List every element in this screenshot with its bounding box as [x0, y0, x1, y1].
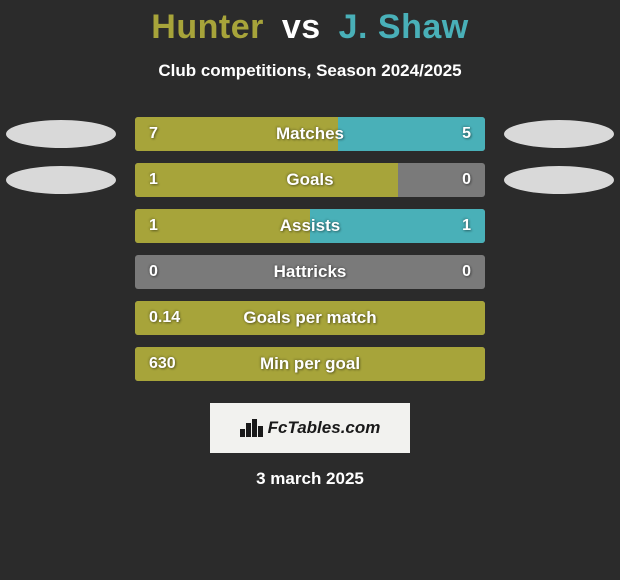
oval-icon [504, 120, 614, 148]
stat-label: Min per goal [260, 354, 360, 374]
player1-name: Hunter [151, 8, 264, 46]
stat-row: 0.14 Goals per match [0, 295, 620, 341]
stat-row: 0 0 Hattricks [0, 249, 620, 295]
stat-label: Goals [286, 170, 333, 190]
stat-label: Goals per match [243, 308, 376, 328]
player2-badge [504, 166, 614, 194]
stat-bar-track: 7 5 Matches [135, 117, 485, 151]
stat-row: 1 1 Assists [0, 203, 620, 249]
stat-bar-track: 1 1 Assists [135, 209, 485, 243]
stat-right-value: 5 [462, 125, 471, 143]
stats-rows: 7 5 Matches 1 0 Goals 1 1 Assists 0 0 Hattricks 0.14… [0, 111, 620, 387]
stat-row: 630 Min per goal [0, 341, 620, 387]
stat-right-value: 1 [462, 217, 471, 235]
brand-text: FcTables.com [268, 418, 381, 438]
stat-left-value: 1 [149, 217, 158, 235]
stat-label: Matches [276, 124, 344, 144]
brand-box: FcTables.com [210, 403, 410, 453]
stat-right-value: 0 [462, 171, 471, 189]
stat-bar-track: 0.14 Goals per match [135, 301, 485, 335]
stat-left-value: 1 [149, 171, 158, 189]
stat-left-value: 7 [149, 125, 158, 143]
stat-bar-track: 0 0 Hattricks [135, 255, 485, 289]
player2-name: J. Shaw [339, 8, 469, 46]
stat-right-value: 0 [462, 263, 471, 281]
subtitle: Club competitions, Season 2024/2025 [0, 61, 620, 81]
title-vs: vs [282, 8, 321, 46]
stat-row: 1 0 Goals [0, 157, 620, 203]
stat-bar-left-fill [135, 163, 398, 197]
stat-left-value: 630 [149, 355, 176, 373]
player1-badge [6, 166, 116, 194]
stat-label: Hattricks [274, 262, 347, 282]
stat-label: Assists [280, 216, 340, 236]
comparison-canvas: Hunter vs J. Shaw Club competitions, Sea… [0, 0, 620, 580]
stat-row: 7 5 Matches [0, 111, 620, 157]
footer-date: 3 march 2025 [0, 469, 620, 489]
stat-left-value: 0.14 [149, 309, 180, 327]
title-row: Hunter vs J. Shaw [0, 0, 620, 47]
player1-badge [6, 120, 116, 148]
bar-chart-icon [240, 419, 262, 437]
oval-icon [6, 120, 116, 148]
oval-icon [504, 166, 614, 194]
stat-bar-track: 1 0 Goals [135, 163, 485, 197]
stat-left-value: 0 [149, 263, 158, 281]
stat-bar-track: 630 Min per goal [135, 347, 485, 381]
player2-badge [504, 120, 614, 148]
oval-icon [6, 166, 116, 194]
